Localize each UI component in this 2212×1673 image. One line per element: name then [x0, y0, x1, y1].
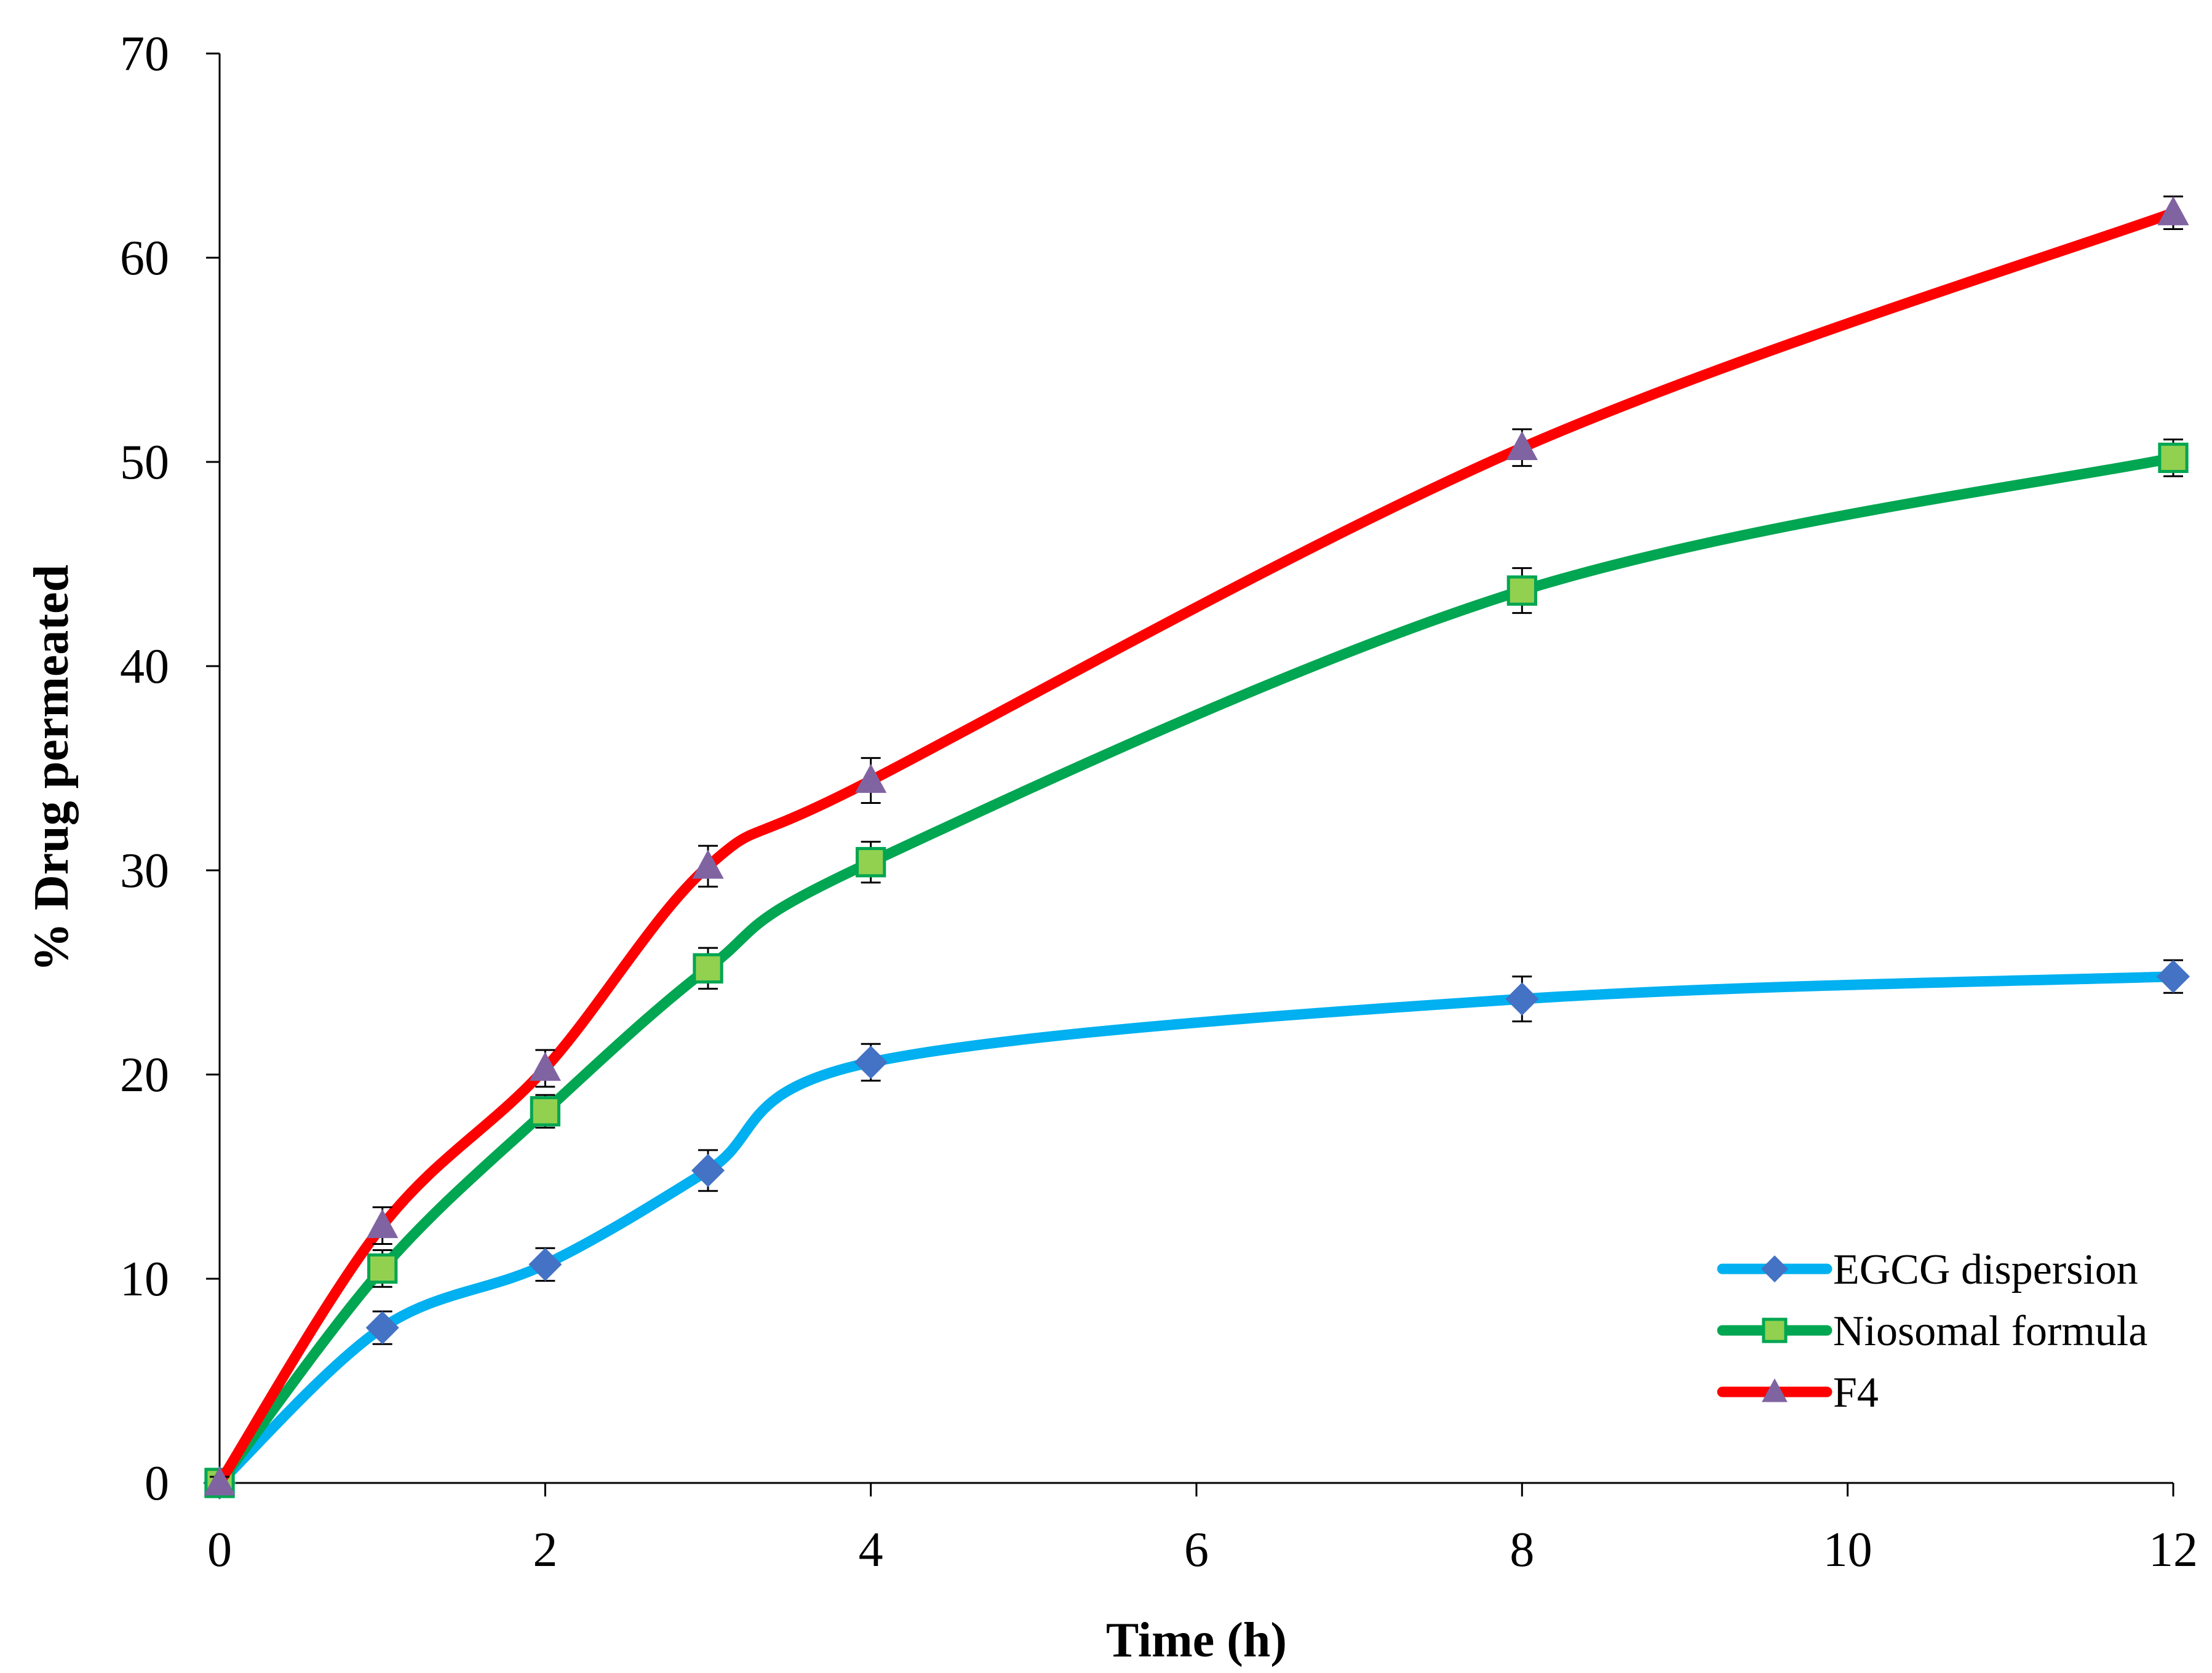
data-point: [367, 1253, 398, 1284]
data-point: [2158, 442, 2189, 473]
data-point: [856, 847, 886, 878]
data-point: [2157, 196, 2189, 226]
series-line: [214, 971, 2179, 1488]
y-tick-label: 70: [120, 27, 169, 81]
data-point: [1506, 431, 1538, 461]
legend-item-2: F4: [1717, 1369, 1879, 1417]
data-point: [530, 1096, 560, 1127]
legend-item-1: Niosomal formula: [1717, 1308, 2147, 1355]
data-point: [1506, 575, 1537, 606]
y-tick-label: 30: [120, 844, 169, 898]
series-0: [203, 959, 2190, 1500]
data-point: [367, 1209, 399, 1238]
series-layer: [203, 195, 2190, 1500]
data-point: [691, 1154, 725, 1188]
x-tick-label: 4: [859, 1523, 883, 1577]
legend: EGCG dispersion Niosomal formula F4: [1717, 1246, 2147, 1417]
data-point: [854, 1046, 888, 1079]
axes: 0 10 20 30 40 50 60 70 0 2 4 6 8 10 12: [120, 27, 2198, 1577]
data-point: [855, 763, 887, 793]
data-point: [2157, 960, 2190, 993]
legend-label: Niosomal formula: [1833, 1308, 2147, 1355]
x-tick-label: 12: [2149, 1523, 2198, 1577]
data-point: [204, 1466, 236, 1496]
y-tick-label: 20: [120, 1048, 169, 1102]
legend-label: F4: [1833, 1369, 1879, 1417]
x-tick-label: 8: [1510, 1523, 1534, 1577]
y-tick-label: 60: [120, 231, 169, 285]
y-tick-label: 40: [120, 640, 169, 694]
y-tick-label: 50: [120, 435, 169, 490]
legend-marker: [1762, 1378, 1788, 1402]
x-tick-label: 0: [207, 1523, 232, 1577]
legend-marker: [1761, 1255, 1788, 1282]
series-line: [214, 452, 2179, 1488]
x-tick-label: 10: [1823, 1523, 1872, 1577]
y-tick-label: 10: [120, 1252, 169, 1306]
data-point: [693, 953, 723, 984]
series-1: [204, 438, 2189, 1498]
legend-marker: [1762, 1317, 1788, 1343]
x-tick-label: 2: [533, 1523, 557, 1577]
legend-item-0: EGCG dispersion: [1717, 1246, 2138, 1293]
data-point: [1505, 982, 1539, 1016]
x-axis-title: Time (h): [1106, 1613, 1287, 1667]
data-point: [692, 849, 724, 879]
data-point: [528, 1247, 562, 1281]
data-point: [529, 1052, 561, 1081]
y-tick-label: 0: [145, 1456, 169, 1511]
y-axis-title: % Drug permeated: [25, 565, 79, 972]
series-line: [214, 207, 2179, 1488]
x-tick-label: 6: [1184, 1523, 1209, 1577]
series-2: [204, 195, 2189, 1496]
legend-label: EGCG dispersion: [1833, 1246, 2138, 1293]
data-point: [365, 1311, 399, 1345]
